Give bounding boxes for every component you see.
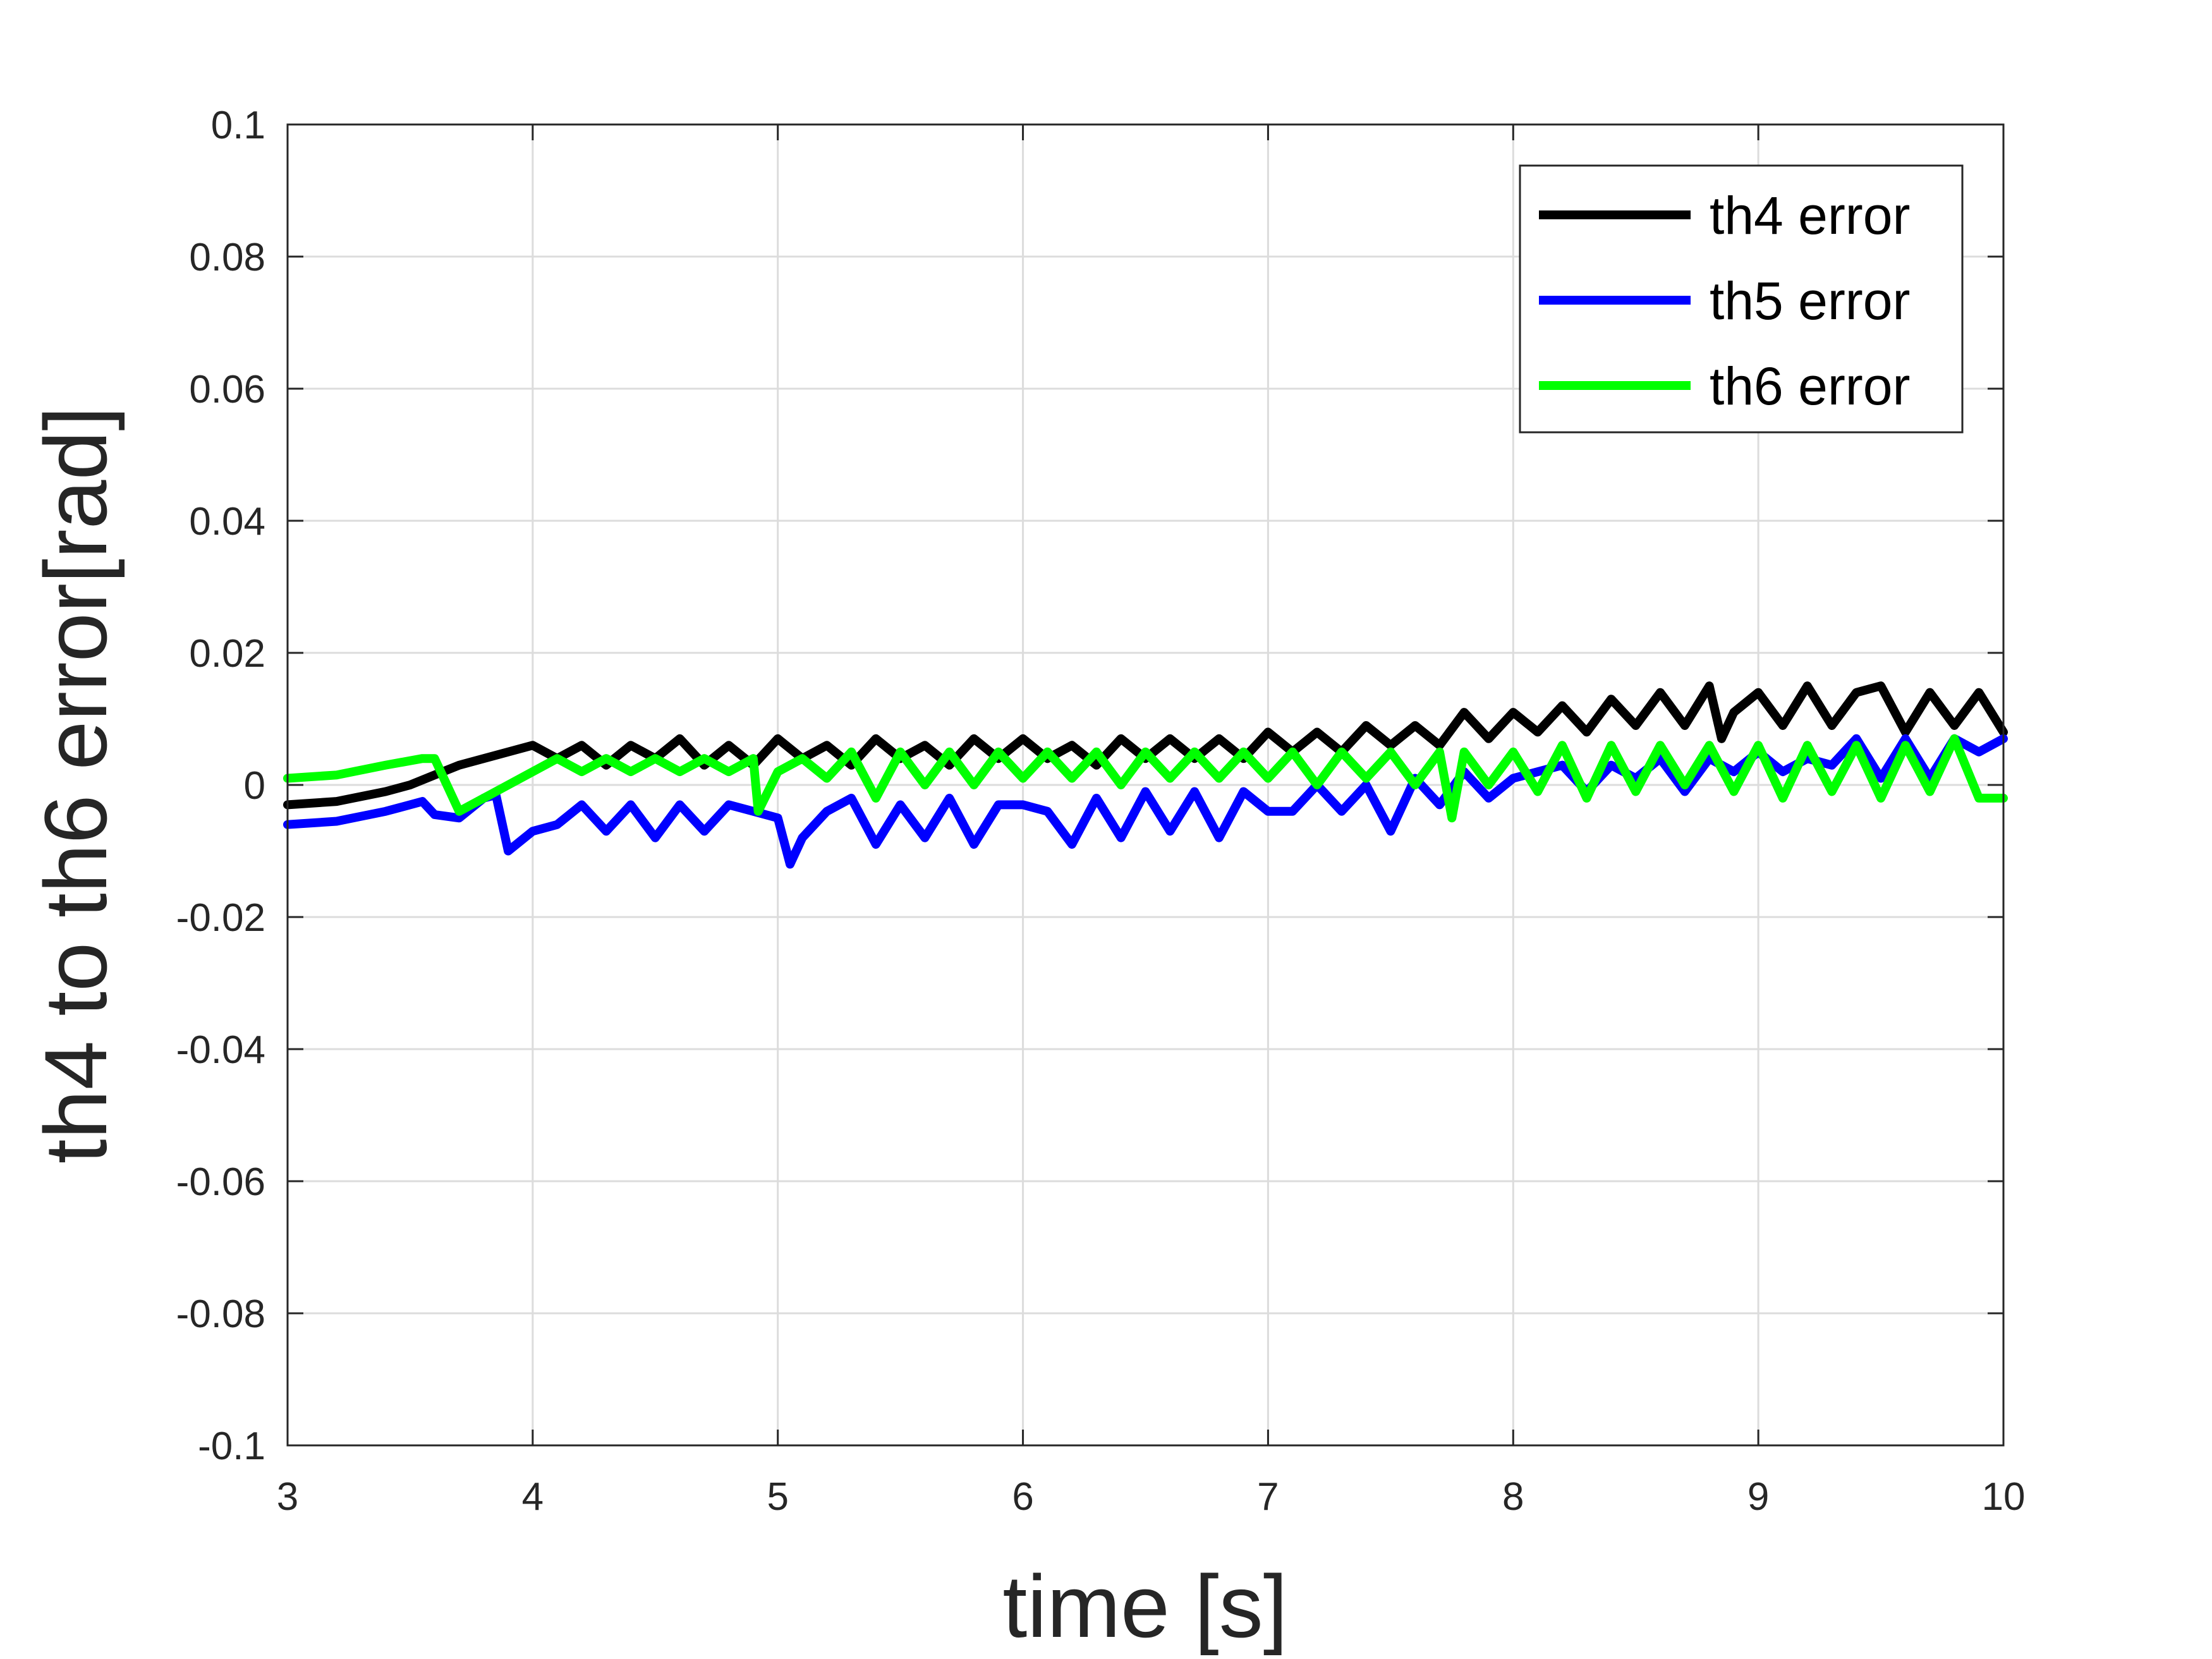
y-axis-label: th4 to th6 error[rad] bbox=[26, 406, 125, 1164]
x-tick-label: 9 bbox=[1747, 1475, 1769, 1519]
y-tick-label: 0 bbox=[244, 764, 265, 808]
x-tick-label: 4 bbox=[522, 1475, 544, 1519]
x-tick-label: 5 bbox=[767, 1475, 788, 1519]
series-layer bbox=[283, 681, 2008, 869]
y-tick-label: 0.02 bbox=[189, 632, 265, 676]
x-tick-label: 3 bbox=[277, 1475, 298, 1519]
series-line-4 bbox=[283, 681, 2008, 810]
x-tick-label: 7 bbox=[1257, 1475, 1279, 1519]
series-line-6 bbox=[283, 734, 2008, 823]
y-tick-label: 0.08 bbox=[189, 236, 265, 279]
x-axis-label: time [s] bbox=[1002, 1557, 1287, 1656]
y-tick-label: -0.02 bbox=[176, 896, 265, 940]
legend-label: th4 error bbox=[1710, 186, 1910, 245]
x-tick-label: 10 bbox=[1982, 1475, 2026, 1519]
x-tick-label: 8 bbox=[1502, 1475, 1524, 1519]
tick-labels: 3 4 5 6 7 8 9 10 0.1 0.08 0.06 0.04 0.02 0 -0.02 -0.04 -… bbox=[176, 104, 2026, 1519]
y-tick-label: 0.1 bbox=[211, 104, 265, 147]
x-tick-label: 6 bbox=[1012, 1475, 1033, 1519]
y-tick-label: -0.06 bbox=[176, 1160, 265, 1204]
y-tick-label: -0.1 bbox=[198, 1425, 265, 1468]
axis-ticks bbox=[286, 123, 2005, 1447]
legend-label: th6 error bbox=[1710, 356, 1910, 416]
legend: th4 error th5 error th6 error bbox=[1519, 164, 1964, 434]
y-tick-label: -0.08 bbox=[176, 1292, 265, 1336]
y-tick-label: -0.04 bbox=[176, 1028, 265, 1072]
y-tick-label: 0.04 bbox=[189, 500, 265, 544]
legend-label: th5 error bbox=[1710, 271, 1910, 331]
y-tick-label: 0.06 bbox=[189, 368, 265, 411]
